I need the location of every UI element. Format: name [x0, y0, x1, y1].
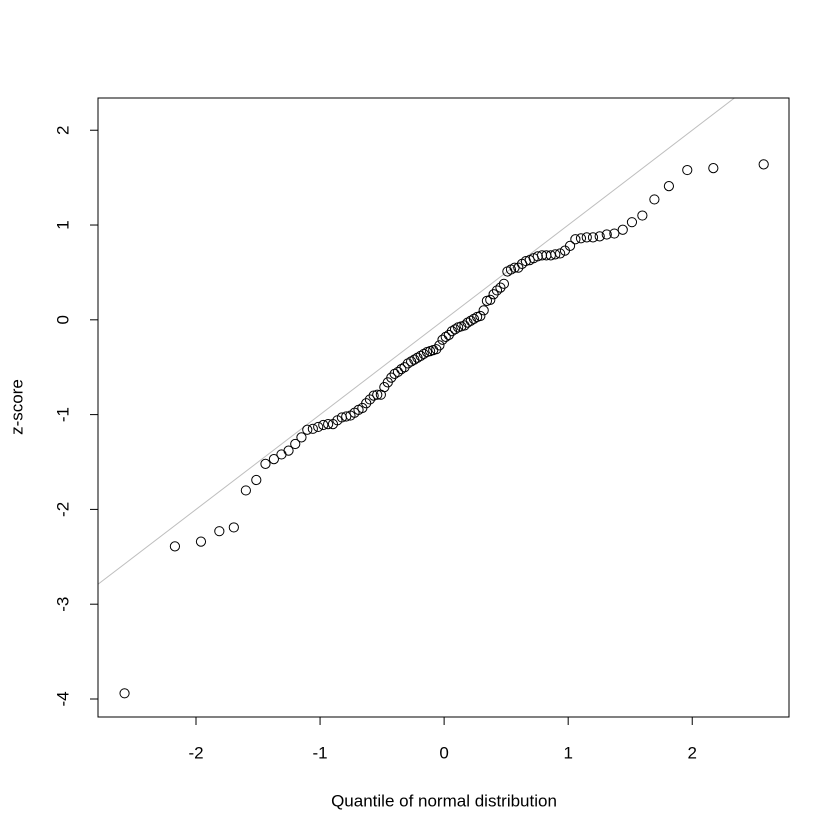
x-tick-label: -1	[313, 743, 328, 762]
point	[649, 194, 660, 205]
point	[169, 541, 181, 552]
point	[251, 474, 262, 486]
point	[555, 248, 566, 259]
point	[431, 344, 442, 355]
point	[399, 362, 410, 373]
point	[498, 278, 510, 289]
point	[406, 356, 417, 367]
point	[581, 232, 592, 243]
point	[276, 449, 287, 460]
point	[268, 454, 280, 465]
point	[758, 159, 769, 170]
y-tick-label: 1	[53, 220, 72, 229]
point	[364, 394, 376, 405]
y-axis-label: z-score	[7, 379, 26, 435]
point	[682, 164, 693, 176]
y-tick-label: 0	[53, 315, 72, 324]
point	[637, 210, 648, 221]
point	[570, 234, 581, 245]
point	[617, 224, 628, 235]
y-tick-label: -4	[53, 691, 72, 706]
point	[290, 438, 301, 450]
point	[443, 329, 454, 341]
point	[392, 366, 404, 378]
point	[418, 348, 429, 360]
point	[478, 305, 489, 316]
x-tick-label: -2	[188, 743, 203, 762]
y-tick-label: 2	[53, 125, 72, 134]
point	[396, 364, 407, 375]
point	[485, 294, 496, 306]
point	[446, 326, 458, 337]
point	[119, 688, 130, 699]
point	[488, 289, 499, 300]
point	[260, 458, 271, 470]
y-tick-label: -3	[53, 597, 72, 612]
point	[594, 231, 605, 242]
x-tick-label: 1	[563, 743, 572, 762]
point	[313, 421, 324, 433]
point	[532, 251, 543, 262]
point	[575, 233, 587, 244]
point	[434, 340, 445, 351]
point	[195, 536, 207, 547]
point	[513, 262, 524, 273]
point	[449, 324, 461, 335]
x-tick-label: 0	[439, 743, 448, 762]
point	[296, 432, 307, 443]
point	[318, 419, 329, 431]
point	[368, 390, 379, 401]
point	[283, 445, 294, 456]
x-tick-label: 2	[688, 743, 697, 762]
x-axis-label: Quantile of normal distribution	[331, 791, 557, 810]
point	[495, 282, 506, 293]
reference-line	[98, 98, 736, 585]
point	[609, 228, 620, 239]
point	[389, 368, 400, 379]
point	[440, 331, 451, 342]
point	[240, 485, 251, 496]
point	[550, 249, 561, 260]
point	[465, 315, 476, 326]
point	[564, 240, 576, 251]
point	[708, 163, 719, 174]
point	[601, 229, 612, 240]
point	[491, 285, 503, 296]
point	[412, 352, 423, 363]
point	[307, 423, 318, 434]
point	[323, 418, 334, 430]
point	[415, 350, 426, 361]
point	[372, 389, 383, 400]
point	[409, 354, 420, 365]
point	[475, 310, 486, 322]
point	[626, 217, 638, 228]
point	[214, 526, 225, 537]
point	[386, 372, 397, 383]
point	[302, 424, 313, 435]
point	[663, 181, 675, 192]
y-tick-label: -2	[53, 502, 72, 517]
y-tick-label: -1	[53, 407, 72, 422]
point	[520, 255, 531, 267]
point	[402, 358, 413, 369]
point	[468, 313, 479, 324]
point	[361, 398, 372, 409]
point	[587, 232, 599, 243]
point	[462, 317, 473, 328]
point	[228, 522, 239, 533]
plot-frame	[97, 97, 790, 718]
point	[341, 411, 352, 422]
